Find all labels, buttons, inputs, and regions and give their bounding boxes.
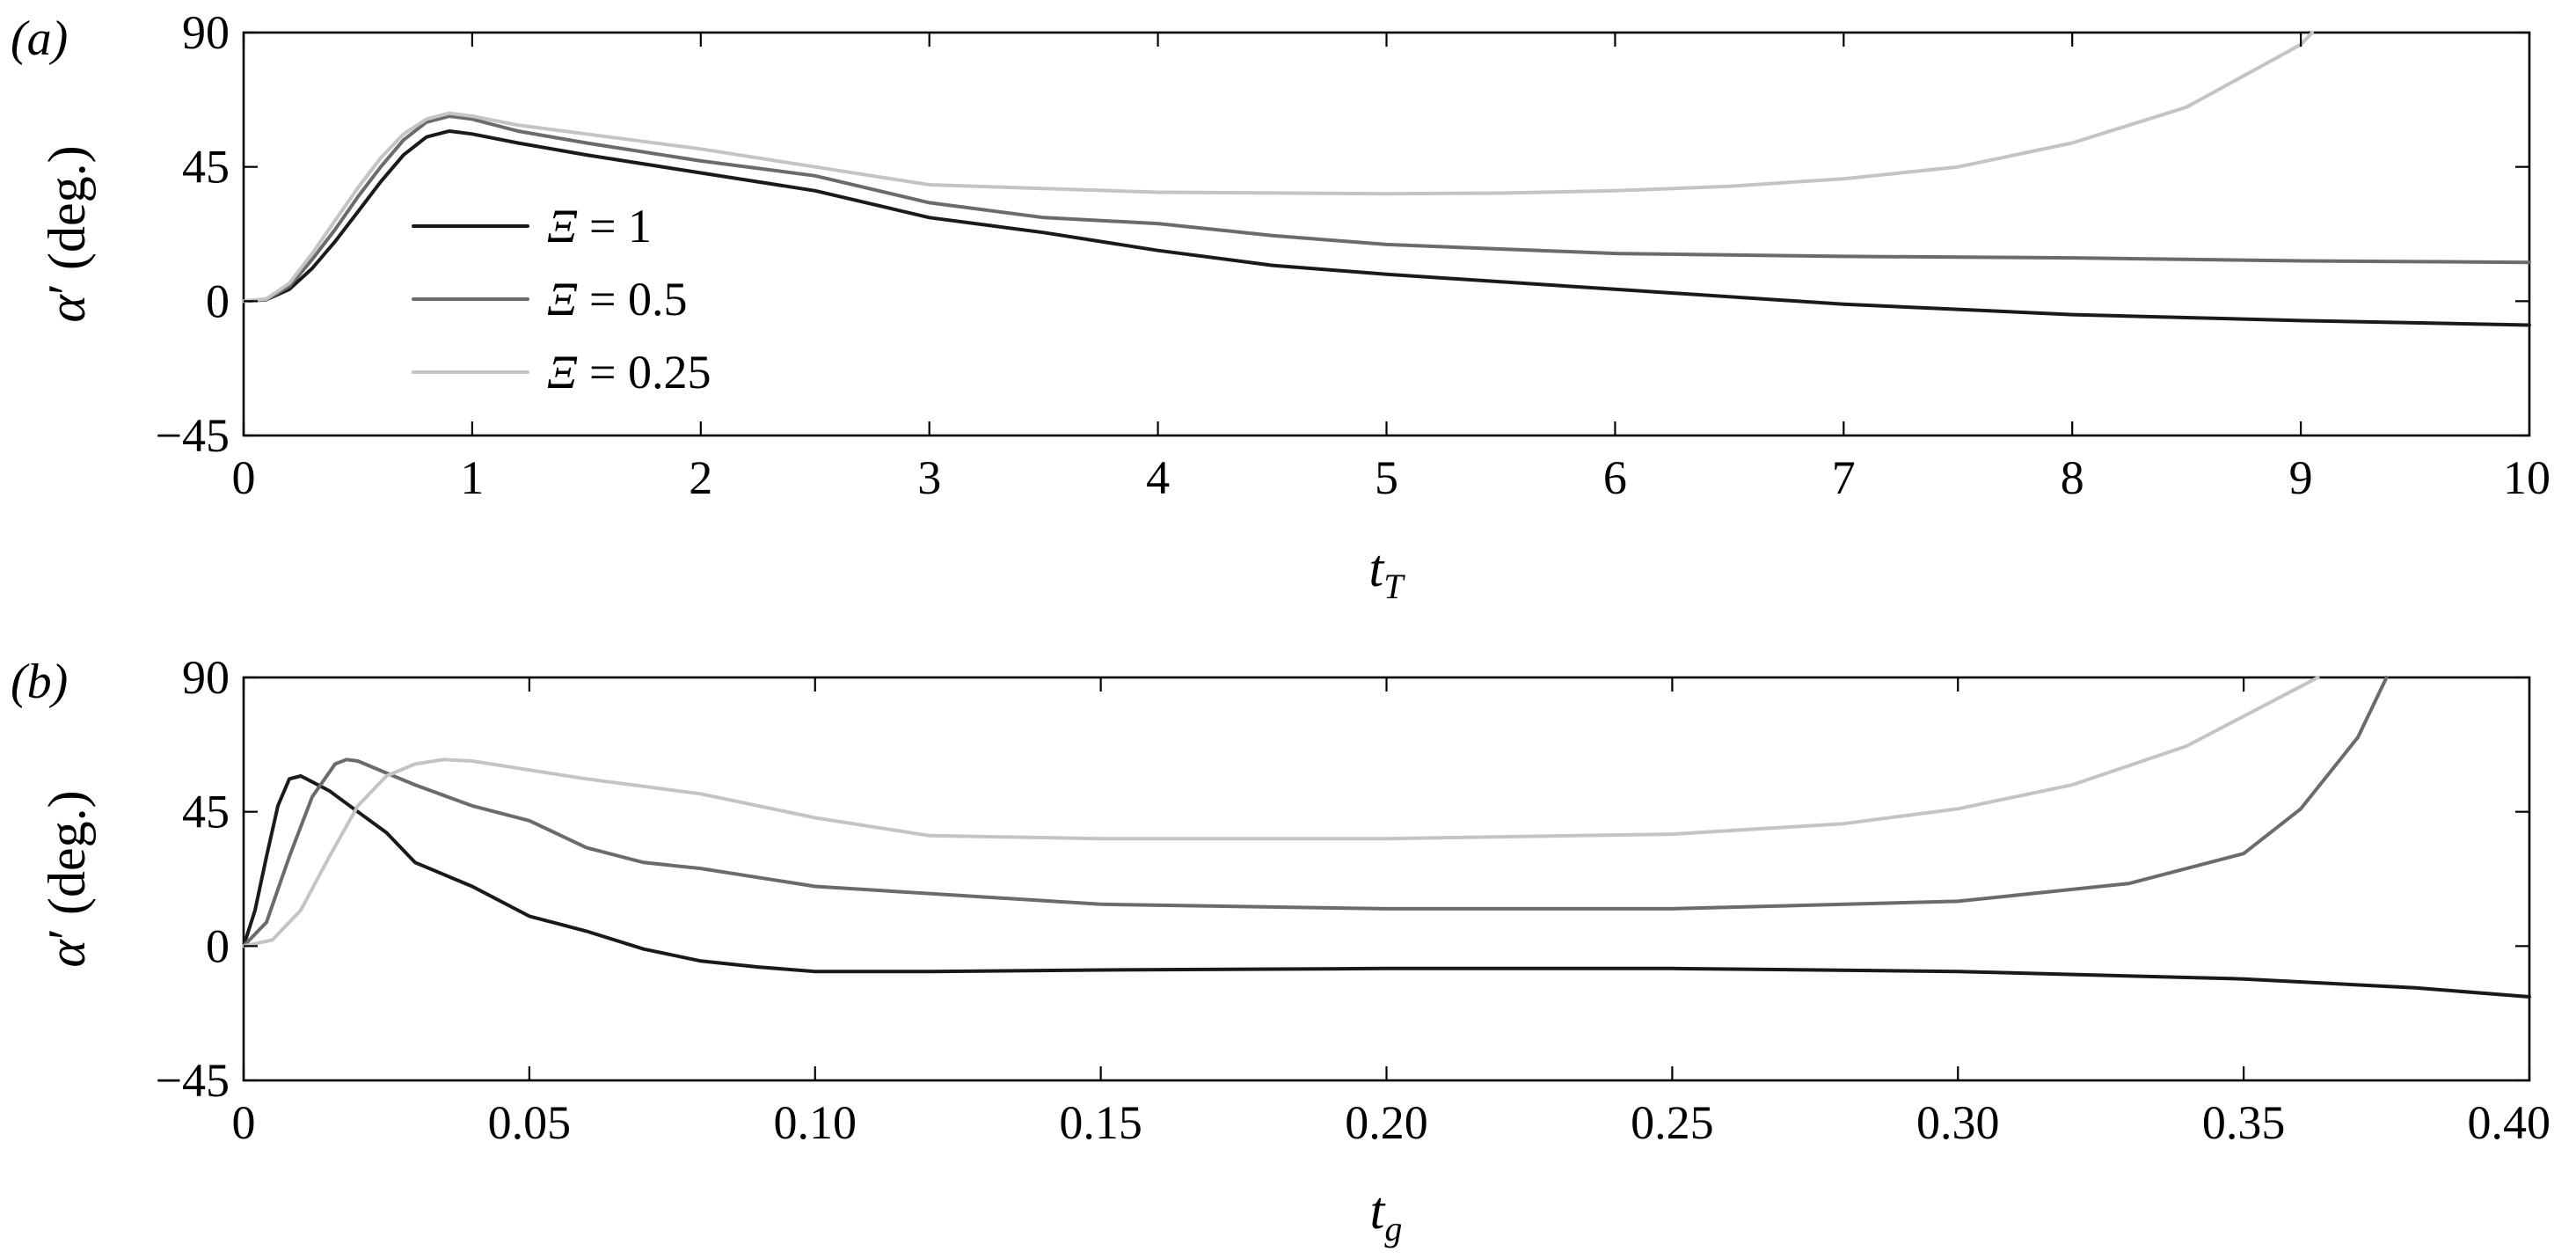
panel-b-x-tick-labels: 0 0.05 0.10 0.15 0.20 0.25 0.30 0.35 0.40 bbox=[232, 1096, 2551, 1149]
panel-a-x-axis-label: tT bbox=[1369, 539, 1406, 606]
panel-a-series bbox=[242, 31, 2531, 327]
panel-a-x-tick-label: 10 bbox=[2503, 451, 2550, 504]
legend-label-xi-0.5: Ξ = 0.5 bbox=[547, 273, 687, 326]
panel-b-series-1 bbox=[242, 676, 2389, 948]
panel-a-y-tick-label: −45 bbox=[156, 409, 230, 462]
panel-b-y-axis-label: α′ (deg.) bbox=[38, 790, 96, 967]
panel-b-y-tick-label: 90 bbox=[182, 651, 230, 704]
panel-a-x-tick-label: 9 bbox=[2289, 451, 2313, 504]
panel-a-x-tick-label: 2 bbox=[689, 451, 712, 504]
panel-b-x-tick-label: 0 bbox=[232, 1096, 256, 1149]
panel-a-y-tick-label: 90 bbox=[182, 6, 230, 59]
panel-a-x-tick-label: 0 bbox=[232, 451, 256, 504]
panel-b-x-tick-label: 0.20 bbox=[1345, 1096, 1428, 1149]
panel-b-x-tick-label: 0.05 bbox=[488, 1096, 572, 1149]
panel-a-x-tick-label: 4 bbox=[1146, 451, 1170, 504]
panel-a-x-tick-labels: 0 1 2 3 4 5 6 7 8 9 10 bbox=[232, 451, 2551, 504]
panel-a-x-tick-label: 5 bbox=[1375, 451, 1398, 504]
panel-a-x-tick-label: 7 bbox=[1832, 451, 1856, 504]
panel-b-series-0 bbox=[242, 774, 2531, 999]
panel-b-ticks bbox=[242, 676, 2531, 1082]
panel-a-series-1 bbox=[242, 114, 2531, 304]
panel-a-x-tick-label: 8 bbox=[2061, 451, 2084, 504]
panel-b-x-tick-label: 0.10 bbox=[774, 1096, 857, 1149]
legend-label-xi-0.25: Ξ = 0.25 bbox=[547, 346, 711, 399]
panel-a-y-tick-label: 45 bbox=[182, 141, 230, 194]
legend-label-xi-1: Ξ = 1 bbox=[547, 200, 652, 253]
panel-b-x-tick-label: 0.40 bbox=[2468, 1096, 2551, 1149]
panel-a-label: (a) bbox=[11, 11, 68, 66]
panel-a-x-tick-label: 3 bbox=[917, 451, 941, 504]
panel-b-x-tick-label: 0.15 bbox=[1059, 1096, 1142, 1149]
panel-b-x-tick-label: 0.30 bbox=[1916, 1096, 2000, 1149]
panel-b-y-tick-label: −45 bbox=[156, 1054, 230, 1107]
panel-b-y-tick-label: 0 bbox=[206, 919, 230, 972]
panel-b-x-tick-label: 0.25 bbox=[1631, 1096, 1714, 1149]
panel-a-y-axis-label: α′ (deg.) bbox=[38, 145, 96, 322]
panel-a-y-tick-labels: 90 45 0 −45 bbox=[156, 6, 230, 462]
panel-b-y-tick-label: 45 bbox=[182, 786, 230, 838]
panel-b-label: (b) bbox=[11, 655, 68, 709]
panel-a-x-tick-label: 1 bbox=[460, 451, 484, 504]
panel-b: (b) 0 0.05 0.10 0.15 0.20 0.25 0.30 0.35 0.40 90… bbox=[11, 651, 2550, 1248]
panel-a-series-0 bbox=[242, 129, 2531, 327]
panel-a-x-tick-label: 6 bbox=[1603, 451, 1627, 504]
panel-b-y-tick-labels: 90 45 0 −45 bbox=[156, 651, 230, 1107]
panel-a-series-2 bbox=[242, 31, 2315, 304]
panel-b-series bbox=[242, 676, 2531, 999]
panel-b-x-axis-label: tg bbox=[1370, 1182, 1403, 1248]
legend: Ξ = 1 Ξ = 0.5 Ξ = 0.25 bbox=[412, 200, 711, 399]
panel-a-ticks bbox=[242, 31, 2531, 437]
panel-b-x-tick-label: 0.35 bbox=[2202, 1096, 2286, 1149]
panel-b-series-2 bbox=[242, 676, 2320, 948]
panel-b-frame bbox=[242, 676, 2531, 1082]
panel-a-y-tick-label: 0 bbox=[206, 274, 230, 327]
